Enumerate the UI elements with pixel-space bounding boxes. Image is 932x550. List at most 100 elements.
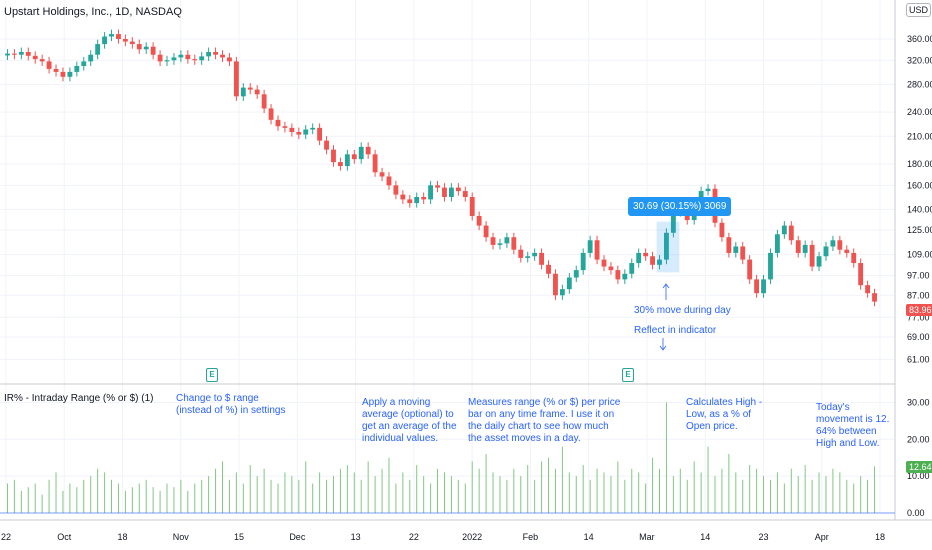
candle-body xyxy=(95,44,101,55)
candle-body xyxy=(525,256,531,258)
candle-body xyxy=(476,215,482,226)
price-tick-label: 69.00 xyxy=(907,332,930,342)
candle-body xyxy=(393,185,399,195)
candle-body xyxy=(608,266,614,271)
last-price-tag: 83.96 xyxy=(906,304,932,316)
candle-body xyxy=(261,94,267,109)
note-measures: Measures range (% or $) per price bar on… xyxy=(468,397,621,444)
candle-body xyxy=(816,256,822,267)
candle-body xyxy=(53,68,59,72)
candle-body xyxy=(518,249,524,258)
price-tick-label: 210.00 xyxy=(907,131,932,141)
symbol-title[interactable]: Upstart Holdings, Inc., 1D, NASDAQ xyxy=(4,6,182,18)
candle-body xyxy=(733,246,739,253)
currency-badge[interactable]: USD xyxy=(906,3,932,17)
indicator-value-tag: 12.64 xyxy=(906,461,932,473)
candle-body xyxy=(310,127,316,130)
candle-body xyxy=(559,289,565,296)
earnings-icon[interactable]: E xyxy=(206,368,218,382)
candle-body xyxy=(129,41,135,45)
candle-body xyxy=(788,225,794,241)
time-tick-label: 22 xyxy=(409,532,419,542)
price-candles xyxy=(5,29,877,307)
candle-body xyxy=(532,252,538,257)
candle-body xyxy=(809,244,815,267)
candle-body xyxy=(580,252,586,271)
note-settings: Change to $ range (instead of %) in sett… xyxy=(176,393,286,416)
candle-body xyxy=(74,65,80,72)
time-axis: 22 Oct 18 Nov 15 Dec 13 22 2022 Feb 14 Mar 14 23 Apr 18 xyxy=(1,532,885,542)
price-tick-label: 140.00 xyxy=(907,204,932,214)
time-tick-label: 23 xyxy=(758,532,768,542)
candle-body xyxy=(317,127,323,141)
note-moving-average: Apply a moving average (optional) to get… xyxy=(362,397,457,444)
candle-body xyxy=(421,196,427,200)
time-tick-label: Apr xyxy=(815,532,829,542)
time-tick-label: Nov xyxy=(173,532,190,542)
time-tick-label: 18 xyxy=(875,532,885,542)
candle-body xyxy=(5,53,10,56)
candle-body xyxy=(185,54,191,60)
candle-body xyxy=(615,270,621,280)
candle-body xyxy=(851,252,857,264)
candle-body xyxy=(136,44,142,50)
candle-body xyxy=(122,39,128,42)
indicator-axis: 30.00 20.00 10.00 0.00 xyxy=(907,397,930,518)
candle-body xyxy=(768,252,773,280)
candle-body xyxy=(747,259,753,280)
price-tick-label: 77.00 xyxy=(907,312,930,322)
time-tick-label: 18 xyxy=(118,532,128,542)
price-tick-label: 280.00 xyxy=(907,79,932,89)
candle-body xyxy=(601,259,607,267)
candle-body xyxy=(414,196,420,204)
candle-body xyxy=(858,263,864,286)
candle-body xyxy=(622,273,628,280)
candle-body xyxy=(802,244,808,253)
indicator-title[interactable]: IR% - Intraday Range (% or $) (1) xyxy=(4,393,154,404)
annotation-reflect: Reflect in indicator xyxy=(634,325,717,336)
candle-body xyxy=(199,56,205,61)
price-tick-label: 61.00 xyxy=(907,354,930,364)
indicator-tick-label: 20.00 xyxy=(907,434,930,444)
candle-body xyxy=(18,51,24,55)
candle-body xyxy=(67,71,73,77)
earnings-icon[interactable]: E xyxy=(622,368,634,382)
time-tick-label: Feb xyxy=(523,532,539,542)
candle-body xyxy=(594,240,600,260)
candle-body xyxy=(88,54,94,62)
candle-body xyxy=(490,237,496,245)
candle-body xyxy=(657,259,662,265)
candle-body xyxy=(164,60,170,62)
grid xyxy=(0,0,895,514)
candle-body xyxy=(365,146,371,155)
price-axis: 360.00 320.00 280.00 240.00 210.00 180.00 160.… xyxy=(907,34,932,364)
candle-body xyxy=(386,176,392,186)
note-calculates: Calculates High - Low, as a % of Open pr… xyxy=(686,397,763,432)
price-tick-label: 125.00 xyxy=(907,225,932,235)
candle-body xyxy=(435,185,440,188)
candle-body xyxy=(11,53,17,55)
candle-body xyxy=(102,36,108,45)
candle-body xyxy=(143,46,149,50)
candle-body xyxy=(740,246,746,260)
candle-body xyxy=(511,237,517,250)
candle-body xyxy=(719,222,725,238)
candle-body xyxy=(462,191,468,197)
candle-body xyxy=(337,162,343,167)
candle-body xyxy=(407,199,413,204)
annotation-move: 30% move during day xyxy=(634,305,731,316)
candle-body xyxy=(233,61,239,97)
candle-body xyxy=(268,108,274,120)
candle-body xyxy=(81,61,87,66)
time-tick-label: Mar xyxy=(639,532,655,542)
candle-body xyxy=(220,54,225,58)
candle-body xyxy=(865,285,871,294)
candle-body xyxy=(213,51,218,55)
candle-body xyxy=(539,252,545,265)
candle-body xyxy=(670,212,676,233)
candle-body xyxy=(705,188,711,192)
candle-body xyxy=(469,196,475,216)
candle-body xyxy=(448,187,454,197)
candle-body xyxy=(150,46,156,55)
